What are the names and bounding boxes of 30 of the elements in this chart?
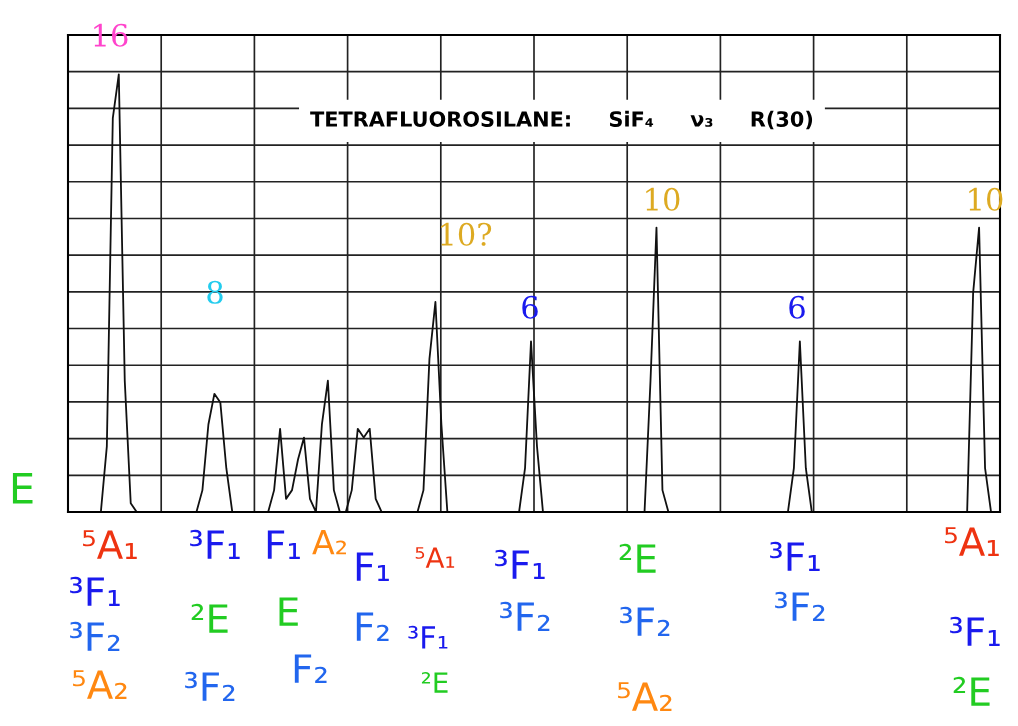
text: ³F₁ <box>190 529 240 559</box>
text: ³F₁ <box>770 541 820 571</box>
text: E <box>279 597 298 626</box>
text: E <box>12 473 33 504</box>
text: ³F₂ <box>500 601 550 631</box>
text: ³F₂ <box>775 591 825 621</box>
text: ²E <box>191 603 228 633</box>
text: F₁ <box>356 552 389 581</box>
text: F₁ <box>267 530 300 559</box>
text: ⁵A₁ <box>415 547 455 568</box>
text: ⁵A₁ <box>83 530 137 559</box>
text: ³F₂ <box>185 671 235 701</box>
annotation: 6 <box>789 295 805 319</box>
text: ²E <box>421 672 448 693</box>
text: ³F₂ <box>620 606 670 636</box>
text: ²E <box>953 676 990 706</box>
text: ⁵A₂ <box>618 682 672 711</box>
text: A₂ <box>312 529 346 555</box>
text: F₂ <box>294 654 327 683</box>
text: F₂ <box>356 612 389 641</box>
text: ⁵A₂ <box>73 670 127 699</box>
text: ⁵A₁ <box>945 527 999 556</box>
text: ³F₁ <box>495 549 545 579</box>
text: ³F₁ <box>70 576 120 606</box>
annotation: 10 <box>646 187 680 211</box>
text: TETRAFLUOROSILANE: SiF₄ ν₃ R(30) <box>310 110 813 130</box>
text: ³F₂ <box>70 621 120 651</box>
text: ³F₁ <box>408 625 448 649</box>
text: ³F₁ <box>950 616 1000 646</box>
text: ²E <box>619 543 656 573</box>
